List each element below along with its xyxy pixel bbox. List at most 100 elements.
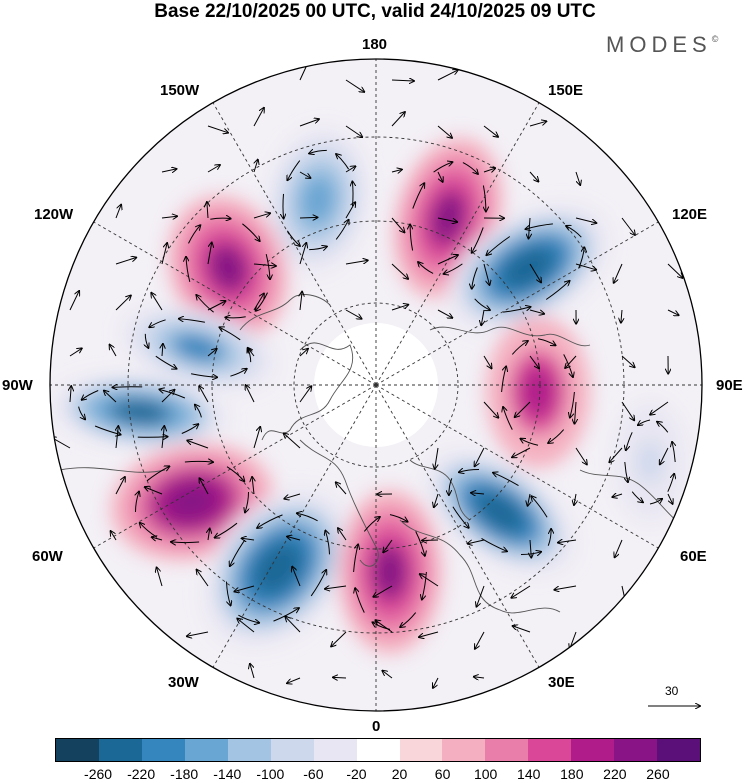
wind-vector [325,586,347,589]
wind-vector [207,301,226,311]
wind-vector [529,263,541,282]
wind-vector [418,262,434,274]
wind-vector [474,298,490,310]
wind-vector [210,218,230,219]
lon-label-30e: 30E [548,674,575,691]
wind-vector [161,390,174,403]
colorbar-swatch [141,739,185,761]
wind-vector [515,401,531,417]
wind-vector [400,612,417,628]
wind-vector [207,349,217,357]
wind-vector [179,319,205,323]
wind-vector [310,570,326,597]
wind-vector [238,614,259,623]
wind-vector [297,513,318,522]
wind-vector [530,539,531,558]
wind-vector [483,401,498,418]
wind-vector [531,496,548,518]
wind-vector [207,202,208,219]
wind-vector [625,461,628,482]
wind-vector [145,333,148,348]
wind-vector [621,401,634,420]
wind-vector [292,567,301,587]
wind-vector [575,171,580,185]
wind-vector [512,447,531,457]
wind-vector [570,391,575,418]
wind-vector [286,230,300,246]
wind-vector [69,291,79,311]
wind-vector [207,125,228,133]
wind-vector [575,217,596,223]
wind-vector [437,125,452,138]
wind-vector [554,585,577,590]
wind-vector [529,121,546,127]
colorbar-swatch [98,739,142,761]
wind-vector [242,223,259,241]
wind-vector [483,263,490,285]
wind-vector [111,531,117,541]
wind-vector [449,478,453,495]
wind-vector [230,369,246,377]
wind-vector [376,620,393,633]
colorbar-swatch [442,739,486,761]
wind-vector [529,309,544,314]
wind-vector [391,112,405,127]
colorbar-swatch [313,739,357,761]
wind-vector [575,401,577,424]
ridge-north-atlantic-level-4 [164,481,220,523]
wind-vector [253,213,270,219]
wind-vector [345,79,364,92]
meridian-line [375,219,663,386]
wind-vector [200,478,209,495]
colorbar-tick-label: 140 [517,766,541,782]
wind-vector [355,588,365,613]
wind-vector [383,539,393,552]
wind-vector [226,466,244,482]
wind-vector [501,367,507,393]
wind-vector [412,183,425,209]
wind-vector [137,437,168,438]
wind-vector [149,319,166,327]
wind-vector [283,193,284,219]
wind-vector [437,309,452,318]
wind-vector [287,677,301,683]
wind-vector [565,355,577,368]
wind-vector [422,540,439,541]
coastline-greenland [299,439,379,567]
wind-vector [528,493,530,506]
wind-vector [345,166,355,173]
wind-vector [475,447,485,466]
colorbar-ticks: -260 -220 -180 -140 -100 -60 -20 20 60 100 140 180 2… [55,765,701,783]
wind-vector [336,154,350,170]
trough-west-siberia-level-4 [474,491,526,533]
wind-vector [363,517,380,532]
meridian-line [210,98,377,386]
wind-vector [257,514,283,528]
wind-vector [299,217,318,218]
coastline-svalbard [409,459,471,521]
wind-vector [391,80,414,81]
wind-vector [631,491,643,503]
wind-vector [575,447,587,464]
wind-vector [609,447,623,462]
wind-vector [558,540,577,543]
wind-vector [667,474,674,492]
wind-vector [410,225,413,251]
wind-vector [391,305,408,311]
coastline-alaska [239,294,331,331]
wind-vector [335,220,348,240]
wind-vector [503,307,530,313]
wind-vector [184,461,213,462]
graticule [50,59,702,711]
wind-vector [152,537,163,540]
wind-vector [574,493,576,505]
wind-vector [157,568,163,587]
wind-vector [208,529,210,541]
colorbar-swatch [485,739,529,761]
wind-vector [667,263,683,278]
wind-vector [331,631,347,646]
lon-label-30w: 30W [168,674,199,691]
wind-vector [115,477,125,495]
wind-vector [578,247,585,269]
colorbar-swatch [227,739,271,761]
